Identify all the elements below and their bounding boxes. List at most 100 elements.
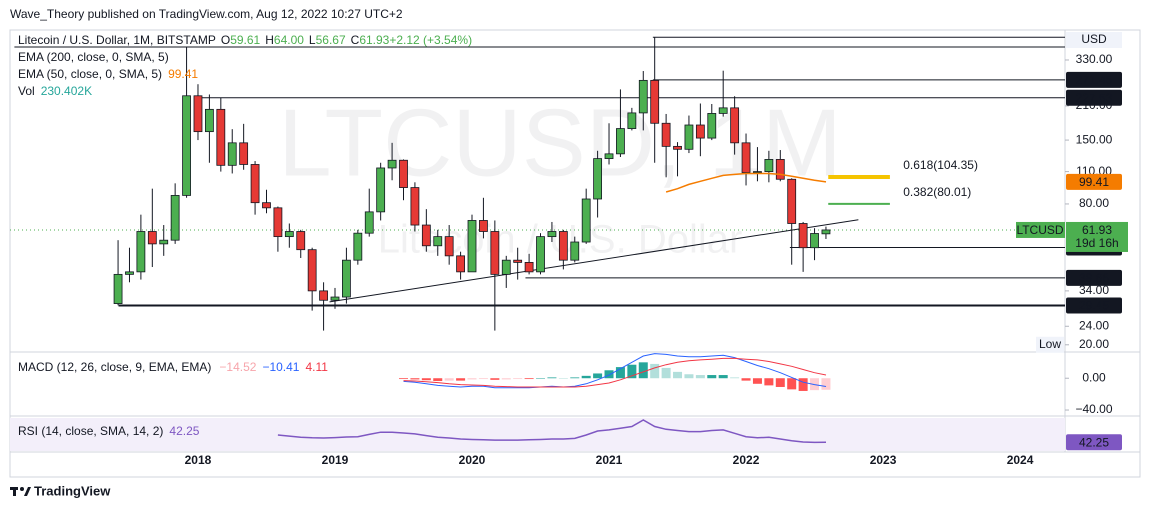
histogram-bar [673, 371, 683, 379]
logo-text: TradingView [34, 483, 111, 498]
histogram-bar [444, 378, 454, 381]
candle-body [319, 290, 328, 301]
candle-body [433, 236, 443, 247]
histogram-bar [821, 378, 831, 390]
vol-value: 230.402K [41, 84, 92, 98]
histogram-bar [467, 378, 477, 380]
ema50-name: EMA (50, close, 0, SMA, 5) [18, 67, 162, 81]
trendline [329, 219, 859, 303]
histogram-bar [410, 378, 420, 380]
rsi-value-label-box [1066, 434, 1122, 451]
candle-body [216, 108, 226, 166]
histogram-bar [638, 362, 648, 379]
candle-body [421, 224, 431, 247]
histogram-bar [695, 375, 705, 379]
histogram-bar [741, 378, 751, 381]
candle-body [775, 159, 785, 180]
ohlc-value: 61.93 [359, 33, 389, 47]
candle-body [182, 95, 191, 196]
y-tick-label: 80.00 [1079, 196, 1109, 210]
current-value: 61.93 [1082, 223, 1112, 237]
level-label-box [1066, 89, 1122, 106]
signal-line [403, 357, 827, 388]
macd-title: MACD (12, 26, close, 9, EMA, EMA) [18, 360, 211, 374]
rsi-pane [277, 419, 827, 444]
level-label-box [1066, 71, 1122, 88]
signal-value: 4.11 [305, 360, 328, 374]
candle-body [364, 211, 374, 234]
histogram-bar [615, 367, 625, 379]
level-label: 29.45 [1079, 299, 1109, 313]
candle-body [330, 296, 340, 301]
candle-body [684, 124, 694, 150]
candle-body [342, 259, 351, 298]
candle-body [125, 271, 134, 275]
histogram-bar [661, 367, 671, 379]
candle-body [501, 259, 511, 275]
histogram-bar [399, 378, 409, 380]
publisher: Wave_Theory published on TradingView.com… [10, 7, 403, 21]
current-name: LTCUSD [1016, 223, 1063, 237]
ohlc-value: 59.61 [230, 33, 260, 47]
y-tick-label: 0.00 [1082, 370, 1106, 384]
histogram-bar [684, 374, 694, 379]
histogram-bar [478, 378, 488, 380]
candle-body [616, 128, 625, 155]
x-tick-label: 2020 [459, 453, 486, 467]
candle-body [239, 142, 249, 165]
level-label: 227.53 [1076, 91, 1113, 105]
histogram-bar [421, 378, 431, 381]
level-label-box [1066, 269, 1122, 286]
histogram-bar [627, 364, 637, 379]
histogram-bar [536, 378, 546, 379]
ema-value-label: 99.41 [1079, 175, 1109, 189]
low-label: 20.00 [1079, 337, 1109, 351]
y-tick-label: 24.00 [1079, 318, 1109, 332]
candle-body [718, 107, 728, 114]
current-name-box [1016, 221, 1065, 238]
overlay: 330.00210.00150.00110.0080.0034.0024.00L… [18, 32, 1128, 451]
histogram-bar [764, 378, 774, 386]
ema-value-label-box [1066, 173, 1122, 190]
histogram-bar [650, 363, 660, 379]
legend: Litecoin / U.S. Dollar, 1M, BITSTAMP O59.… [18, 33, 472, 47]
ema50-value: 99.41 [168, 67, 198, 81]
candle-body [764, 159, 774, 172]
histogram-bar [524, 378, 534, 380]
level-label-box [1066, 297, 1122, 314]
candle-body [159, 239, 169, 245]
candle-body [170, 195, 180, 241]
ohlc-value: 64.00 [274, 33, 304, 47]
macd-pane [399, 353, 831, 391]
candle-body [410, 187, 420, 226]
candle-body [536, 236, 545, 273]
candle-body [307, 249, 317, 292]
histogram-bar [730, 377, 740, 379]
current-box [1066, 221, 1128, 252]
rsi-line [277, 419, 827, 444]
rsi-band [10, 418, 1065, 451]
candle-body [204, 108, 214, 133]
currency: USD [1081, 32, 1107, 46]
macd-legend: MACD (12, 26, close, 9, EMA, EMA) −14.52−… [18, 360, 328, 374]
vol-name: Vol [18, 84, 35, 98]
histogram-bar [775, 378, 785, 387]
histogram-bar [513, 378, 523, 380]
y-tick-label: 34.00 [1079, 283, 1109, 297]
histogram-bar [707, 375, 717, 379]
histogram-bar [558, 378, 568, 379]
histogram-bar [547, 377, 557, 379]
candle-body [798, 223, 808, 249]
ohlc-key: O [221, 33, 230, 47]
candle-body [593, 158, 603, 200]
rsi-value: 42.25 [169, 424, 199, 438]
y-tick-label: −40.00 [1075, 402, 1112, 416]
candle-body [581, 198, 591, 243]
fib-label: 0.382(80.01) [903, 185, 971, 199]
candle-body [250, 164, 260, 204]
candle-body [490, 231, 500, 275]
macd-value: −10.41 [262, 360, 299, 374]
low-text: Low [1039, 337, 1061, 351]
candle-body [353, 232, 363, 261]
